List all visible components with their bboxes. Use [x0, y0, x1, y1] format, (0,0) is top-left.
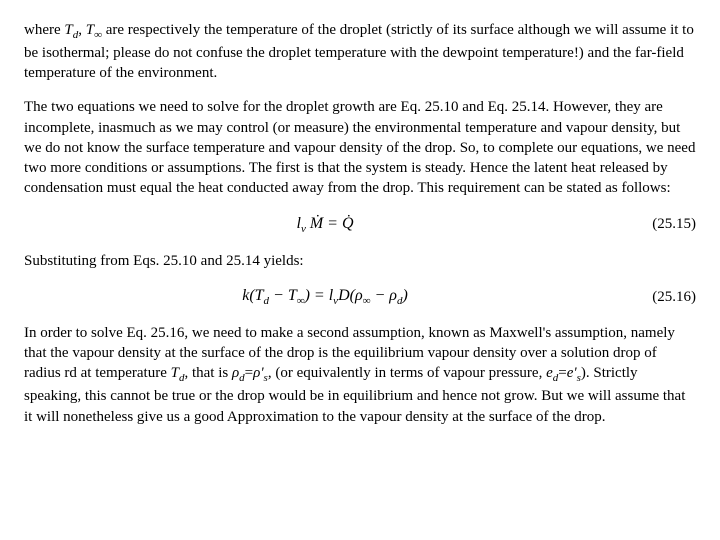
- equation-25-16-number: (25.16): [626, 287, 696, 307]
- equation-25-15: lv Ṁ = Q̇ (25.15): [24, 213, 696, 237]
- paragraph-3: Substituting from Eqs. 25.10 and 25.14 y…: [24, 251, 696, 271]
- equation-25-16-body: k(Td − T∞) = lvD(ρ∞ − ρd): [24, 285, 626, 309]
- paragraph-2: The two equations we need to solve for t…: [24, 97, 696, 198]
- equation-25-15-number: (25.15): [626, 214, 696, 234]
- equation-25-15-body: lv Ṁ = Q̇: [24, 213, 626, 237]
- equation-25-16: k(Td − T∞) = lvD(ρ∞ − ρd) (25.16): [24, 285, 696, 309]
- paragraph-4: In order to solve Eq. 25.16, we need to …: [24, 323, 696, 427]
- paragraph-1: where Td, T∞ are respectively the temper…: [24, 20, 696, 83]
